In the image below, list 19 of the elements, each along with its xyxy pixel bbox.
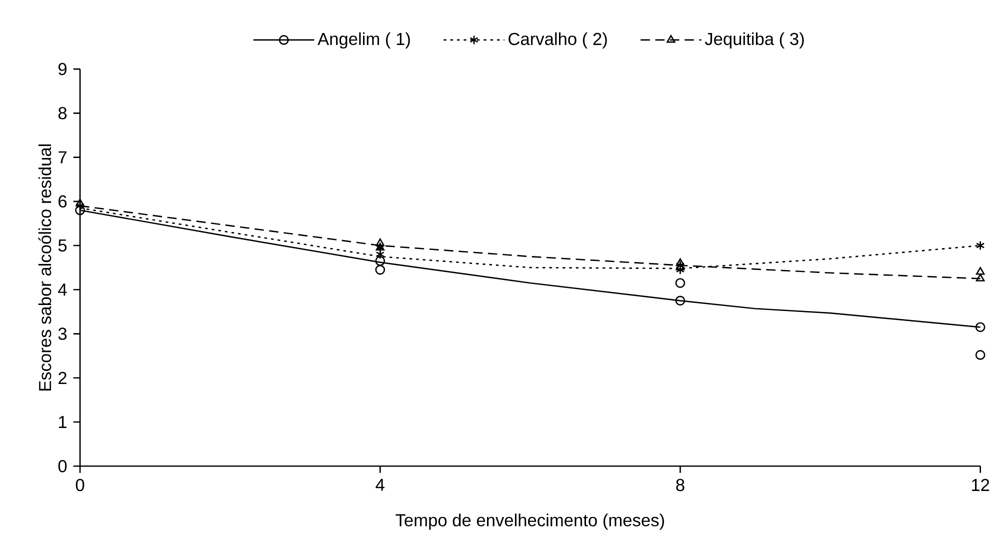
y-tick-label: 9 [58, 62, 67, 76]
legend-label: Carvalho ( 2) [508, 32, 607, 48]
x-axis-title: Tempo de envelhecimento (meses) [396, 514, 664, 530]
y-tick-label: 8 [58, 106, 67, 120]
y-tick-label: 1 [59, 416, 66, 428]
legend-label: Jequitiba ( 3) [704, 32, 804, 48]
y-tick-label: 5 [58, 239, 67, 252]
y-tick-label: 0 [58, 460, 67, 472]
y-axis-title: Escores sabor alcoólico residual [38, 144, 52, 390]
x-tick-label: 4 [376, 478, 384, 491]
y-tick-label: 6 [58, 195, 67, 208]
y-tick-label: 7 [58, 151, 66, 164]
x-tick-label: 0 [76, 478, 84, 492]
y-tick-label: 2 [58, 372, 66, 384]
y-tick-label: 4 [58, 284, 67, 296]
y-tick-label: 3 [58, 328, 67, 340]
legend-label: Angelim ( 1) [318, 32, 410, 48]
x-tick-label: 8 [676, 478, 684, 492]
x-tick-label: 12 [972, 478, 990, 491]
